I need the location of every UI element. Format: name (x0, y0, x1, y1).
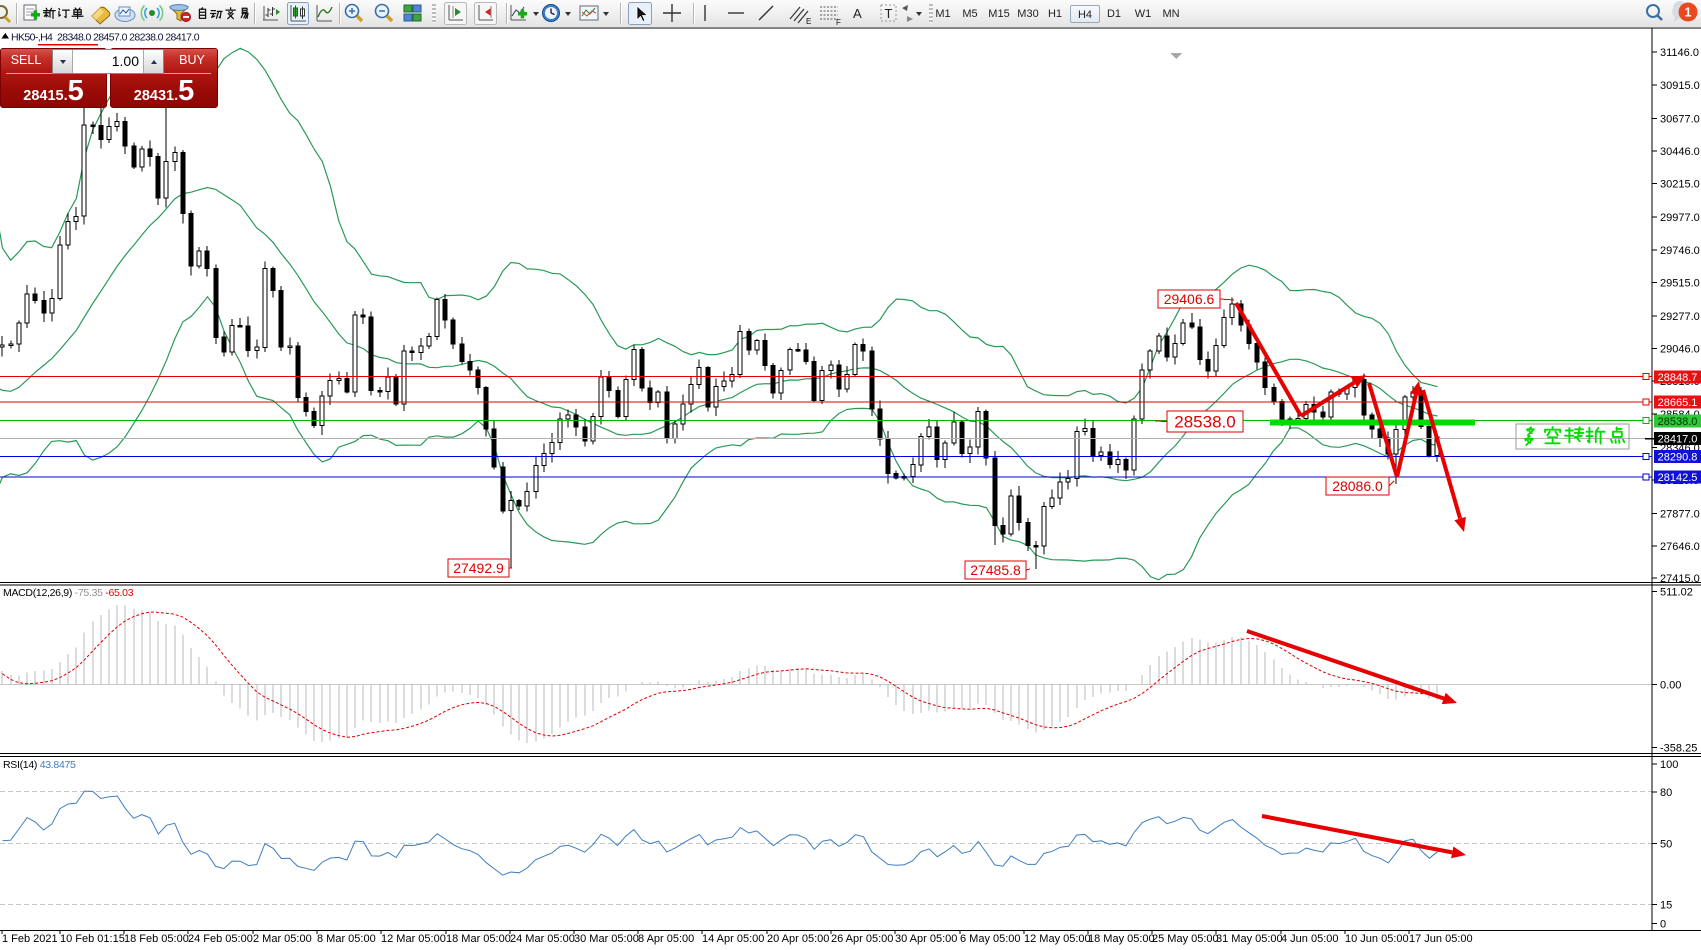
svg-text:12 May 05:00: 12 May 05:00 (1024, 933, 1091, 945)
svg-text:10 Jun 05:00: 10 Jun 05:00 (1345, 933, 1409, 945)
svg-text:HK50-,H4: HK50-,H4 (11, 32, 53, 44)
svg-text:28348.0 28457.0 28238.0 28417.: 28348.0 28457.0 28238.0 28417.0 (57, 32, 200, 44)
svg-text:28538.0: 28538.0 (1658, 416, 1698, 428)
svg-text:30915.0: 30915.0 (1660, 80, 1700, 92)
svg-text:18 Feb 05:00: 18 Feb 05:00 (124, 933, 189, 945)
svg-text:F: F (836, 18, 841, 27)
svg-text:28142.5: 28142.5 (1658, 472, 1698, 484)
svg-text:29515.0: 29515.0 (1660, 277, 1700, 289)
svg-text:-358.25: -358.25 (1660, 743, 1697, 755)
svg-text:27877.0: 27877.0 (1660, 509, 1700, 521)
svg-text:27646.0: 27646.0 (1660, 541, 1700, 553)
svg-text:29046.0: 29046.0 (1660, 344, 1700, 356)
svg-text:28086.0: 28086.0 (1332, 478, 1383, 494)
svg-text:30215.0: 30215.0 (1660, 179, 1700, 191)
svg-text:14 Apr 05:00: 14 Apr 05:00 (702, 933, 764, 945)
svg-text:15: 15 (1660, 899, 1672, 911)
svg-text:27492.9: 27492.9 (453, 560, 504, 576)
svg-text:31146.0: 31146.0 (1660, 47, 1699, 59)
svg-text:29746.0: 29746.0 (1660, 245, 1700, 257)
svg-text:28848.7: 28848.7 (1658, 372, 1698, 384)
svg-text:A: A (853, 6, 862, 21)
svg-text:18 May 05:00: 18 May 05:00 (1088, 933, 1155, 945)
svg-text:28538.0: 28538.0 (1174, 413, 1235, 432)
svg-text:25 May 05:00: 25 May 05:00 (1152, 933, 1219, 945)
svg-text:24 Mar 05:00: 24 Mar 05:00 (510, 933, 575, 945)
svg-text:31 May 05:00: 31 May 05:00 (1216, 933, 1283, 945)
svg-text:26 Apr 05:00: 26 Apr 05:00 (831, 933, 893, 945)
svg-text:30 Mar 05:00: 30 Mar 05:00 (574, 933, 639, 945)
svg-text:18 Mar 05:00: 18 Mar 05:00 (446, 933, 511, 945)
svg-text:27485.8: 27485.8 (970, 562, 1021, 578)
svg-text:2 Mar 05:00: 2 Mar 05:00 (253, 933, 312, 945)
svg-text:6 May 05:00: 6 May 05:00 (960, 933, 1021, 945)
svg-text:8 Mar 05:00: 8 Mar 05:00 (317, 933, 376, 945)
svg-text:30677.0: 30677.0 (1660, 113, 1700, 125)
svg-text:27415.0: 27415.0 (1660, 573, 1700, 585)
svg-text:T: T (885, 6, 893, 21)
svg-text:12 Mar 05:00: 12 Mar 05:00 (381, 933, 446, 945)
svg-text:30446.0: 30446.0 (1660, 146, 1700, 158)
svg-text:MACD(12,26,9) -75.35 -65.03: MACD(12,26,9) -75.35 -65.03 (3, 587, 134, 599)
svg-text:20 Apr 05:00: 20 Apr 05:00 (767, 933, 829, 945)
svg-text:50: 50 (1660, 839, 1672, 851)
svg-text:0: 0 (1660, 919, 1666, 931)
svg-text:28290.8: 28290.8 (1658, 452, 1698, 464)
svg-text:17 Jun 05:00: 17 Jun 05:00 (1409, 933, 1473, 945)
svg-text:28417.0: 28417.0 (1658, 434, 1698, 446)
svg-text:28665.1: 28665.1 (1658, 397, 1698, 409)
svg-text:1: 1 (1685, 6, 1692, 20)
svg-text:80: 80 (1660, 787, 1672, 799)
svg-text:1 Feb 2021: 1 Feb 2021 (2, 933, 58, 945)
svg-text:100: 100 (1660, 759, 1678, 771)
svg-text:29277.0: 29277.0 (1660, 311, 1700, 323)
svg-text:24 Feb 05:00: 24 Feb 05:00 (188, 933, 253, 945)
svg-text:10 Feb 01:15: 10 Feb 01:15 (60, 933, 125, 945)
svg-text:30 Apr 05:00: 30 Apr 05:00 (895, 933, 957, 945)
svg-text:511.02: 511.02 (1660, 587, 1693, 599)
svg-text:8 Apr 05:00: 8 Apr 05:00 (638, 933, 694, 945)
svg-text:E: E (806, 17, 811, 26)
svg-text:29406.6: 29406.6 (1164, 291, 1215, 307)
svg-text:RSI(14) 43.8475: RSI(14) 43.8475 (3, 759, 76, 771)
svg-text:29977.0: 29977.0 (1660, 212, 1700, 224)
svg-text:0.00: 0.00 (1660, 680, 1681, 692)
svg-text:4 Jun 05:00: 4 Jun 05:00 (1281, 933, 1339, 945)
